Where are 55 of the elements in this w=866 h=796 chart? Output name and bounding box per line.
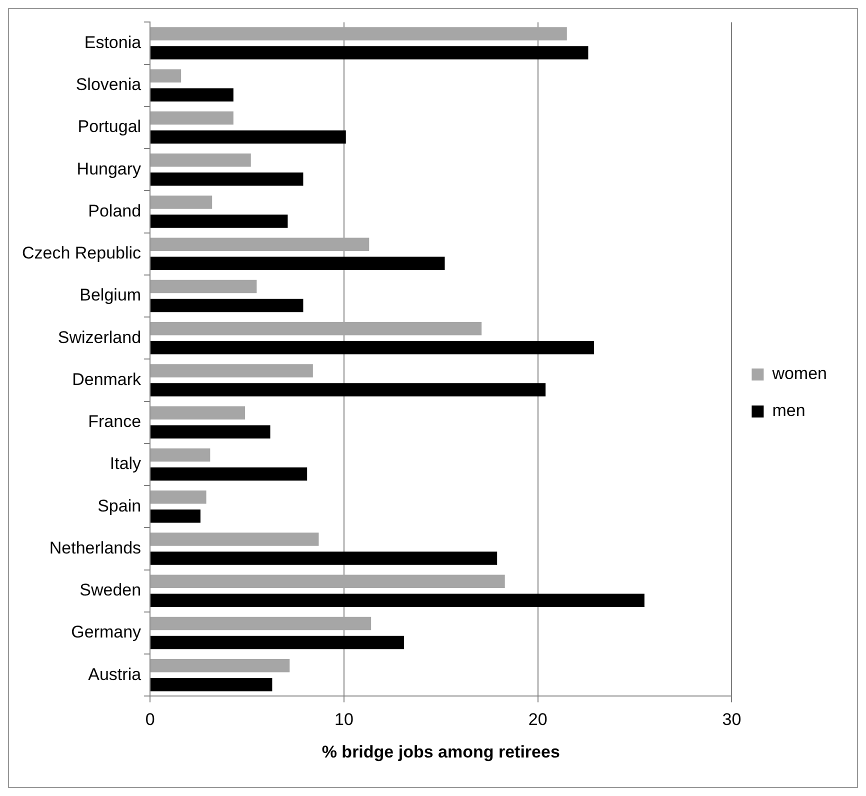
y-tick-label: Portugal <box>78 117 142 136</box>
y-tick-label: Sweden <box>80 580 142 600</box>
y-tick-label: Czech Republic <box>22 244 142 263</box>
bar <box>150 448 210 462</box>
bar <box>150 238 370 252</box>
bar <box>150 594 644 607</box>
bar <box>150 574 505 588</box>
x-tick-label: 30 <box>722 710 742 730</box>
bar <box>150 659 290 672</box>
bar <box>150 509 200 523</box>
x-axis-title: % bridge jobs among retirees <box>322 742 560 762</box>
bar <box>150 280 257 294</box>
bar <box>150 552 498 565</box>
y-tick-label: Spain <box>98 496 142 516</box>
x-tick-label: 0 <box>145 710 155 730</box>
bar <box>150 364 313 378</box>
bar <box>150 46 588 60</box>
bar <box>150 383 546 396</box>
bar <box>150 88 234 102</box>
bar <box>150 322 482 336</box>
y-tick-label: Belgium <box>80 286 142 305</box>
bar <box>150 406 246 420</box>
bar <box>150 636 404 650</box>
y-tick-label: Estonia <box>84 32 142 52</box>
bar <box>150 172 304 186</box>
x-tick-label: 10 <box>334 710 354 730</box>
legend-label: men <box>772 401 806 420</box>
bar <box>150 467 308 481</box>
bar <box>150 678 272 692</box>
y-tick-label: Germany <box>71 622 142 642</box>
bar <box>150 298 304 312</box>
y-tick-label: Swizerland <box>58 328 142 347</box>
bar <box>150 532 319 546</box>
y-tick-label: Slovenia <box>76 75 142 94</box>
bar <box>150 340 594 354</box>
bar <box>150 154 251 167</box>
bar <box>150 27 567 40</box>
y-tick-label: Austria <box>88 664 142 684</box>
y-tick-label: Italy <box>110 454 142 474</box>
bar <box>150 111 234 125</box>
y-tick-label: Poland <box>88 201 142 220</box>
bar <box>150 256 445 270</box>
y-tick-label: Hungary <box>76 159 142 178</box>
bar <box>150 130 346 144</box>
y-tick-label: Netherlands <box>49 538 142 558</box>
legend-label: women <box>771 364 828 384</box>
y-tick-label: Denmark <box>72 370 142 389</box>
bar <box>150 69 182 83</box>
bar <box>150 196 212 209</box>
bar <box>150 214 288 228</box>
bar <box>150 425 270 438</box>
x-tick-label: 20 <box>528 710 548 730</box>
bar <box>150 490 206 504</box>
y-tick-label: France <box>88 412 142 432</box>
bar <box>150 616 372 630</box>
